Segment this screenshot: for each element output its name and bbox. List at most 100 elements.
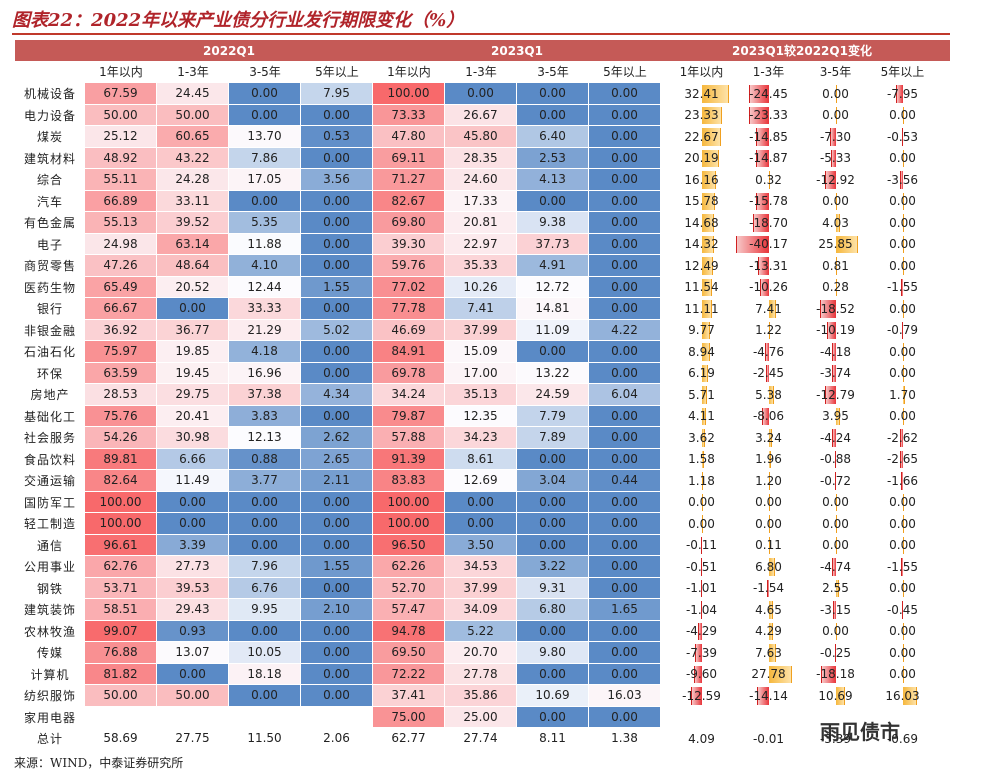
cell-value: 3.04 xyxy=(539,473,566,488)
cell-value: 5.22 xyxy=(467,623,494,638)
change-bar xyxy=(902,601,904,619)
change-cell: -0.25 xyxy=(802,642,869,664)
cell-value: 4.09 xyxy=(688,731,715,746)
heat-cell: 2.11 xyxy=(301,470,372,491)
cell-value: 24.28 xyxy=(175,172,210,187)
heat-cell: 100.00 xyxy=(373,83,444,104)
heat-cell: 0.00 xyxy=(589,513,660,534)
change-bar xyxy=(902,622,904,640)
heat-cell: 100.00 xyxy=(373,491,444,512)
change-bar xyxy=(899,171,904,189)
row-label: 钢铁 xyxy=(36,581,63,596)
change-cell: 16.03 xyxy=(869,685,936,707)
change-bar xyxy=(902,192,904,210)
cell-value: 5.71 xyxy=(688,387,715,402)
cell-value: 46.69 xyxy=(391,322,426,337)
heat-cell: 7.86 xyxy=(229,147,300,168)
column-header: 5年以上 xyxy=(880,65,925,79)
cell-value: 66.67 xyxy=(103,301,138,316)
column-header: 3-5年 xyxy=(819,65,852,79)
cell-value: 7.41 xyxy=(467,301,494,316)
heat-cell: 62.26 xyxy=(373,556,444,577)
cell-value: 50.00 xyxy=(103,107,138,122)
cell-value: 100.00 xyxy=(99,494,142,509)
cell-value: 0.00 xyxy=(539,86,566,101)
cell-value: 50.00 xyxy=(103,688,138,703)
cell-value: 22.67 xyxy=(684,129,719,144)
cell-value: 0.00 xyxy=(688,495,715,510)
cell-value: 0.00 xyxy=(323,623,350,638)
heat-cell: 0.00 xyxy=(157,298,228,319)
heat-cell: 48.64 xyxy=(157,255,228,276)
cell-value: 11.88 xyxy=(247,236,282,251)
row-label: 农林牧渔 xyxy=(23,624,76,639)
change-bar xyxy=(756,149,770,167)
heat-cell: 19.85 xyxy=(157,341,228,362)
change-bar xyxy=(701,321,711,339)
heat-cell: 0.00 xyxy=(589,642,660,663)
heat-cell: 2.65 xyxy=(301,448,372,469)
change-cell: 20.19 xyxy=(668,148,735,170)
change-cell: -1.04 xyxy=(668,599,735,621)
change-bar xyxy=(768,493,770,511)
row-label: 有色金属 xyxy=(23,216,76,231)
change-bar xyxy=(902,515,904,533)
cell-value: 0.00 xyxy=(539,623,566,638)
cell-value: -0.79 xyxy=(886,323,919,338)
cell-value: 4.91 xyxy=(539,258,566,273)
cell-value: -0.53 xyxy=(886,129,919,144)
change-cell: 0.00 xyxy=(869,578,936,600)
heat-cell: 0.00 xyxy=(301,405,372,426)
cell-value: 0.00 xyxy=(611,86,638,101)
heat-cell: 46.69 xyxy=(373,319,444,340)
heat-cell: 20.81 xyxy=(445,212,516,233)
change-cell: -7.39 xyxy=(668,642,735,664)
change-cell: -0.79 xyxy=(869,320,936,342)
heat-cell: 0.00 xyxy=(517,104,588,125)
change-cell: -4.24 xyxy=(802,427,869,449)
heat-cell: 3.22 xyxy=(517,556,588,577)
cell-value: 39.53 xyxy=(175,580,210,595)
cell-value: 0.00 xyxy=(611,107,638,122)
cell-value: 24.59 xyxy=(535,387,570,402)
heat-cell: 17.05 xyxy=(229,169,300,190)
heat-cell: 7.41 xyxy=(445,298,516,319)
cell-value: -24.45 xyxy=(749,86,788,101)
change-bar xyxy=(768,558,776,576)
cell-value: -14.85 xyxy=(749,129,788,144)
heat-cell: 63.14 xyxy=(157,233,228,254)
cell-value: -4.18 xyxy=(819,344,852,359)
cell-value: 65.49 xyxy=(103,279,138,294)
heat-cell: 89.81 xyxy=(85,448,156,469)
cell-value: 100.00 xyxy=(387,516,430,531)
cell-value: 6.76 xyxy=(251,580,278,595)
heat-cell: 66.89 xyxy=(85,190,156,211)
heat-cell: 0.00 xyxy=(589,448,660,469)
heat-cell: 22.97 xyxy=(445,233,516,254)
cell-value: 27.78 xyxy=(751,667,786,682)
cell-value: 0.00 xyxy=(889,366,916,381)
heat-cell: 8.11 xyxy=(517,728,588,749)
cell-value: -2.45 xyxy=(752,366,785,381)
change-cell: 1.58 xyxy=(668,449,735,471)
heat-cell: 34.24 xyxy=(373,384,444,405)
heat-cell: 0.00 xyxy=(589,405,660,426)
heat-cell: 11.88 xyxy=(229,233,300,254)
cell-value: 37.99 xyxy=(463,580,498,595)
heat-cell: 12.35 xyxy=(445,405,516,426)
change-bar xyxy=(768,472,771,490)
heat-cell: 12.72 xyxy=(517,276,588,297)
change-bar xyxy=(761,407,770,425)
change-bar xyxy=(701,429,706,447)
cell-value: -4.29 xyxy=(685,624,718,639)
heat-cell: 0.00 xyxy=(301,685,372,706)
heat-cell: 6.66 xyxy=(157,448,228,469)
change-bar xyxy=(902,665,904,683)
cell-value: 0.00 xyxy=(251,193,278,208)
heat-cell: 6.80 xyxy=(517,599,588,620)
cell-value: 75.76 xyxy=(103,408,138,423)
cell-value: 54.26 xyxy=(103,430,138,445)
cell-value: 81.82 xyxy=(103,666,138,681)
cell-value: 22.97 xyxy=(463,236,498,251)
heat-cell: 7.89 xyxy=(517,427,588,448)
